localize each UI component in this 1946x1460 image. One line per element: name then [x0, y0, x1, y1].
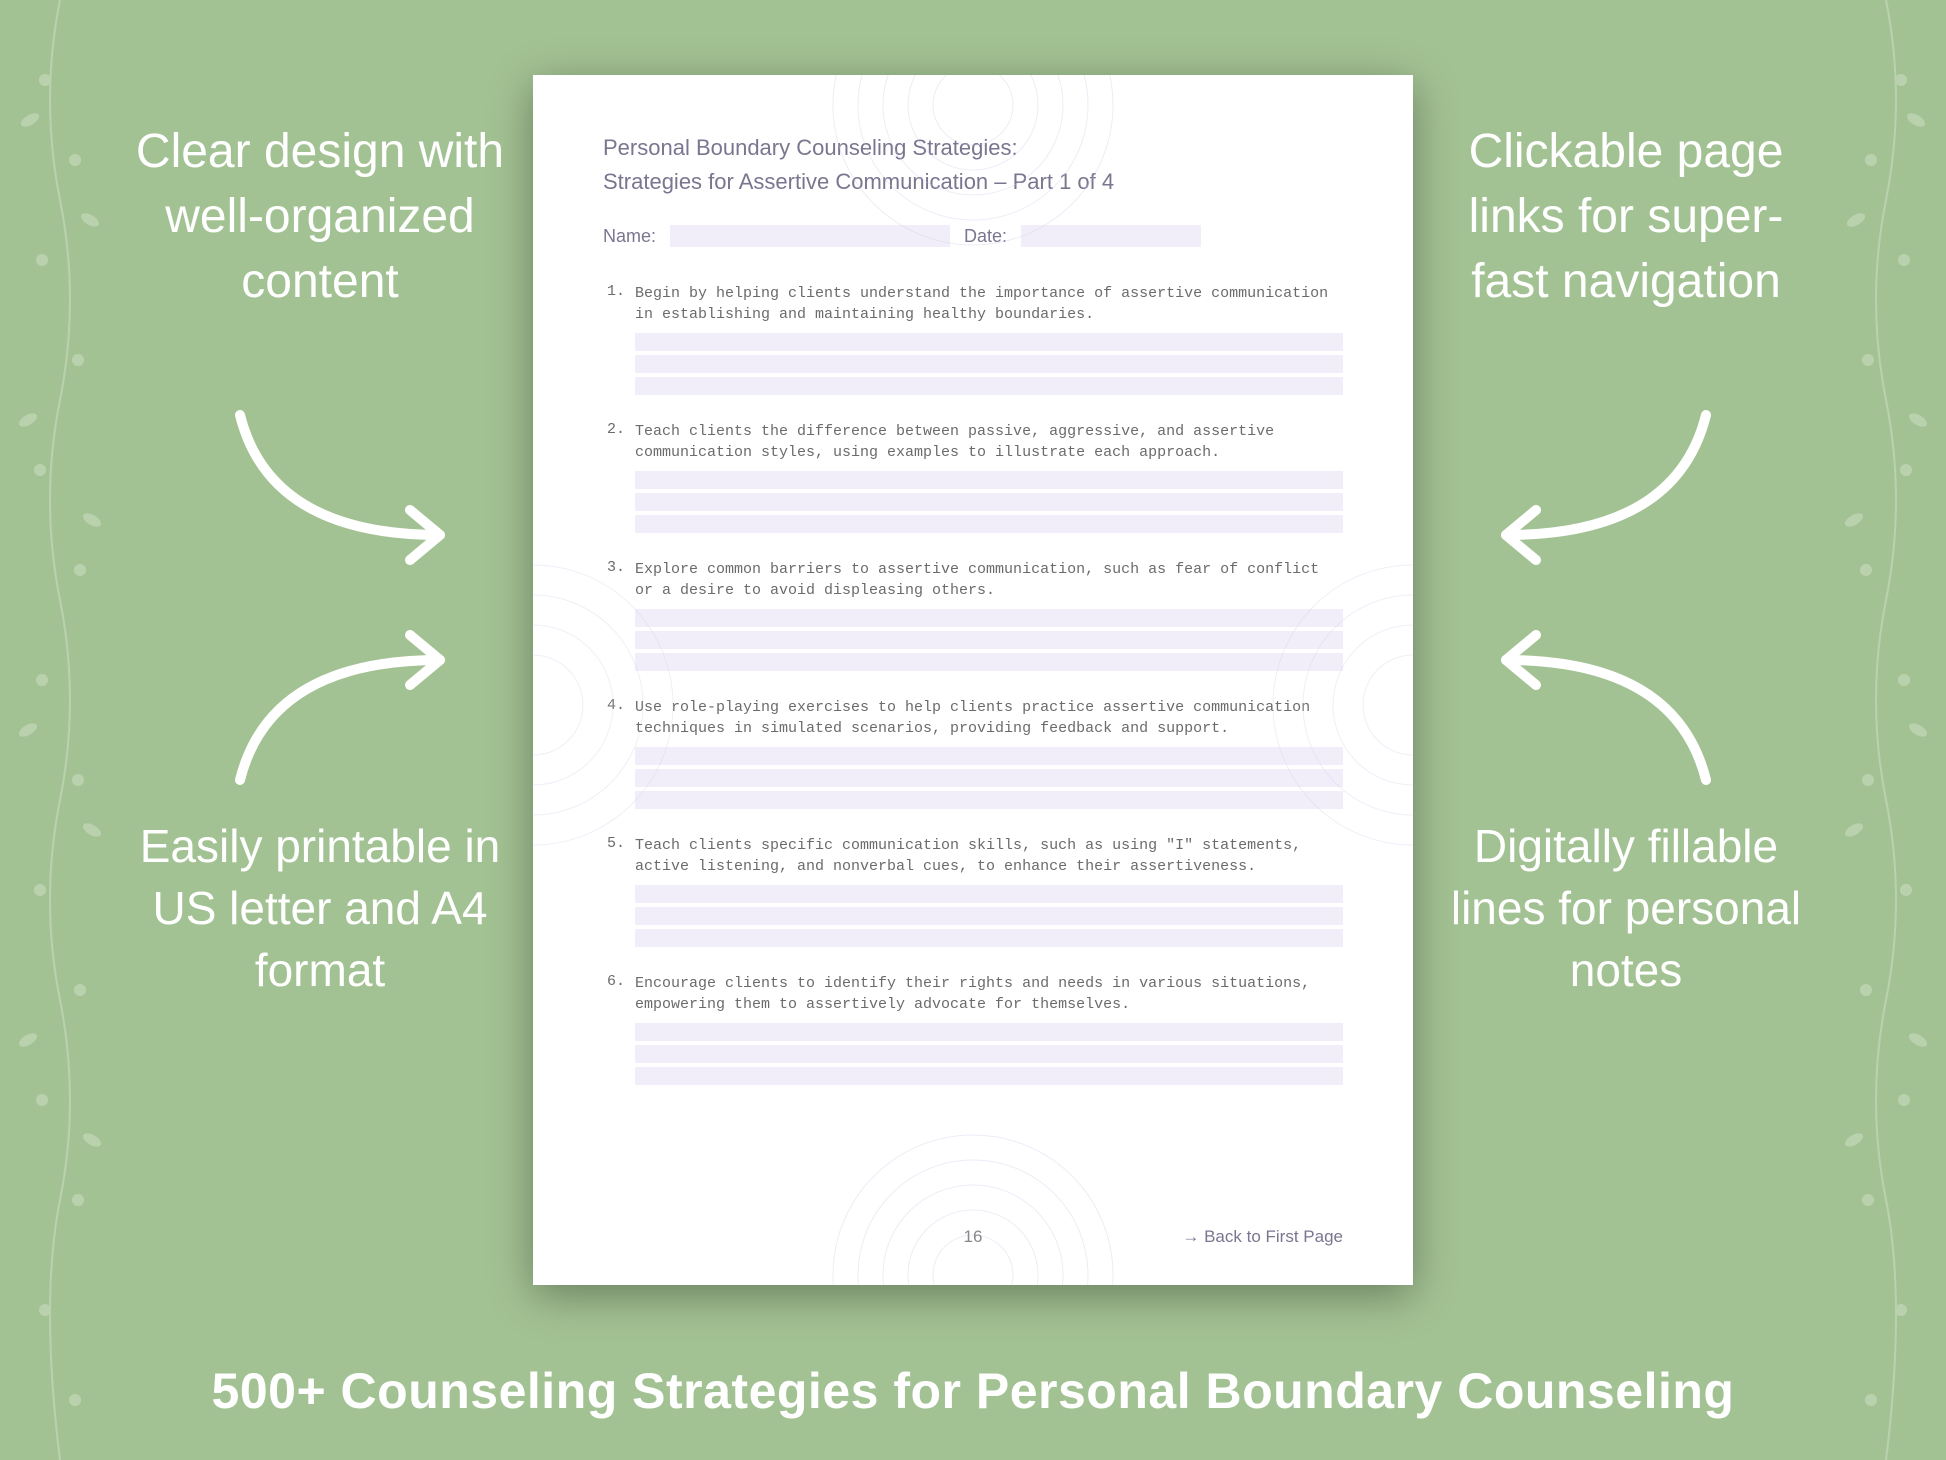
fill-line[interactable]	[635, 471, 1343, 489]
item-body: Begin by helping clients understand the …	[635, 283, 1343, 395]
item-number: 6.	[603, 973, 625, 1085]
arrow-bottom-left	[210, 620, 470, 800]
fill-line[interactable]	[635, 355, 1343, 373]
item-text: Encourage clients to identify their righ…	[635, 973, 1343, 1015]
fill-line[interactable]	[635, 1023, 1343, 1041]
fill-lines	[635, 471, 1343, 533]
item-number: 2.	[603, 421, 625, 533]
item-body: Explore common barriers to assertive com…	[635, 559, 1343, 671]
item-text: Teach clients specific communication ski…	[635, 835, 1343, 877]
item-body: Encourage clients to identify their righ…	[635, 973, 1343, 1085]
worksheet-item: 4.Use role-playing exercises to help cli…	[603, 697, 1343, 809]
worksheet-item: 3.Explore common barriers to assertive c…	[603, 559, 1343, 671]
callout-bottom-right: Digitally fillable lines for personal no…	[1436, 815, 1816, 1001]
fill-line[interactable]	[635, 885, 1343, 903]
fill-line[interactable]	[635, 791, 1343, 809]
worksheet-item: 1.Begin by helping clients understand th…	[603, 283, 1343, 395]
page-footer: 16 → Back to First Page	[603, 1227, 1343, 1247]
fill-line[interactable]	[635, 653, 1343, 671]
fill-line[interactable]	[635, 907, 1343, 925]
fill-line[interactable]	[635, 631, 1343, 649]
worksheet-item: 2.Teach clients the difference between p…	[603, 421, 1343, 533]
decorative-vine-right	[1826, 0, 1946, 1460]
fill-line[interactable]	[635, 1067, 1343, 1085]
decorative-vine-left	[0, 0, 120, 1460]
callout-top-right: Clickable page links for super-fast navi…	[1436, 120, 1816, 314]
name-label: Name:	[603, 226, 656, 247]
arrow-bottom-right	[1476, 620, 1736, 800]
item-body: Teach clients the difference between pas…	[635, 421, 1343, 533]
item-number: 1.	[603, 283, 625, 395]
arrow-top-right	[1476, 395, 1736, 575]
item-body: Teach clients specific communication ski…	[635, 835, 1343, 947]
fill-line[interactable]	[635, 377, 1343, 395]
worksheet-item: 5.Teach clients specific communication s…	[603, 835, 1343, 947]
fill-lines	[635, 333, 1343, 395]
items-list: 1.Begin by helping clients understand th…	[603, 283, 1343, 1085]
fill-line[interactable]	[635, 333, 1343, 351]
callout-top-left: Clear design with well-organized content	[130, 120, 510, 314]
fill-line[interactable]	[635, 493, 1343, 511]
mandala-right	[1263, 555, 1413, 855]
item-text: Explore common barriers to assertive com…	[635, 559, 1343, 601]
item-body: Use role-playing exercises to help clien…	[635, 697, 1343, 809]
worksheet-item: 6.Encourage clients to identify their ri…	[603, 973, 1343, 1085]
fill-lines	[635, 885, 1343, 947]
fill-line[interactable]	[635, 1045, 1343, 1063]
mandala-bottom	[823, 1125, 1123, 1285]
callout-bottom-left: Easily printable in US letter and A4 for…	[130, 815, 510, 1001]
back-to-first-page-link[interactable]: → Back to First Page	[1182, 1227, 1343, 1247]
document-page: Personal Boundary Counseling Strategies:…	[533, 75, 1413, 1285]
fill-line[interactable]	[635, 515, 1343, 533]
fill-lines	[635, 747, 1343, 809]
arrow-top-left	[210, 395, 470, 575]
page-number: 16	[964, 1227, 983, 1247]
fill-line[interactable]	[635, 769, 1343, 787]
item-text: Teach clients the difference between pas…	[635, 421, 1343, 463]
item-text: Use role-playing exercises to help clien…	[635, 697, 1343, 739]
fill-line[interactable]	[635, 609, 1343, 627]
fill-lines	[635, 1023, 1343, 1085]
bottom-banner: 500+ Counseling Strategies for Personal …	[0, 1362, 1946, 1420]
mandala-left	[533, 555, 683, 855]
fill-lines	[635, 609, 1343, 671]
mandala-top	[823, 75, 1123, 255]
item-text: Begin by helping clients understand the …	[635, 283, 1343, 325]
fill-line[interactable]	[635, 747, 1343, 765]
fill-line[interactable]	[635, 929, 1343, 947]
